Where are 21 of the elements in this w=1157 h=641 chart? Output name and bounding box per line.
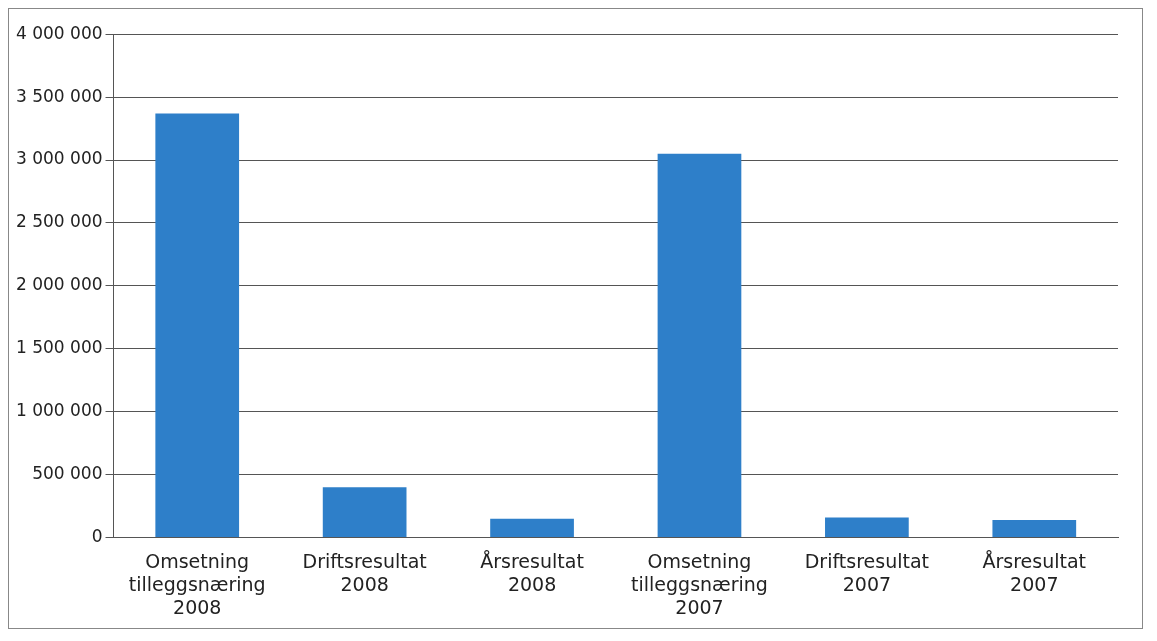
bar [992, 519, 1077, 538]
y-tick-label: 1 000 000 [15, 400, 103, 421]
y-tick-label: 0 [91, 526, 103, 547]
x-tick-label: Årsresultat 2008 [480, 549, 584, 595]
x-tick-label: Omsetning tilleggsnæring 2008 [128, 549, 266, 618]
y-tick-label: 3 500 000 [15, 85, 103, 106]
bar [825, 517, 909, 538]
bar [155, 113, 240, 538]
y-tick-label: 3 000 000 [15, 148, 103, 169]
bar [322, 487, 407, 538]
y-tick-label: 4 000 000 [15, 22, 103, 43]
x-tick-label: Driftsresultat 2008 [302, 549, 427, 595]
bar [490, 518, 574, 538]
x-tick-label: Driftsresultat 2007 [804, 549, 930, 595]
x-tick-label: Årsresultat 2007 [982, 549, 1087, 595]
y-tick-label: 500 000 [32, 463, 103, 484]
bar [657, 153, 742, 538]
x-tick-label: Omsetning tilleggsnæring 2007 [631, 549, 768, 618]
y-tick-label: 2 500 000 [15, 211, 103, 232]
y-tick-label: 2 000 000 [15, 274, 103, 295]
y-tick-label: 1 500 000 [15, 337, 103, 358]
